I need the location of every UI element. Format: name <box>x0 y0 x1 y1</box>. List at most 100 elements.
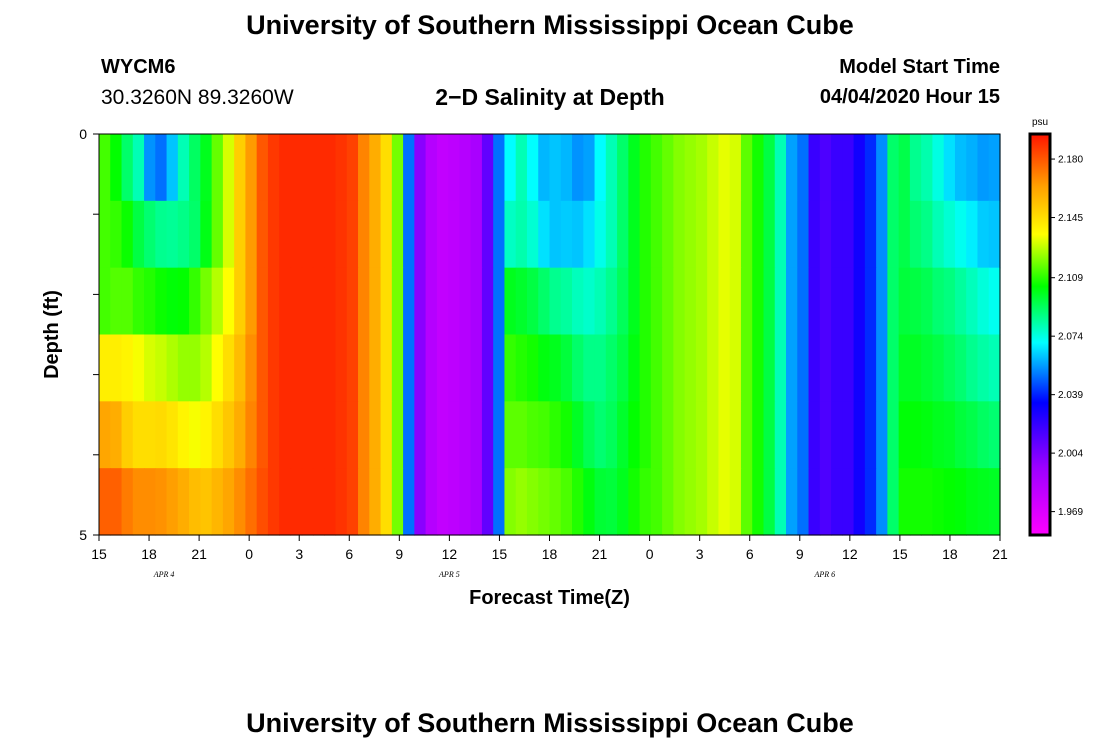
heatmap-cell <box>267 267 280 336</box>
heatmap-cell <box>380 200 393 269</box>
heatmap-cell <box>662 267 674 336</box>
heatmap-cell <box>211 468 224 536</box>
heatmap-cell <box>211 401 224 469</box>
heatmap-cell <box>898 134 911 202</box>
heatmap-cell <box>380 134 393 202</box>
heatmap-cell <box>267 134 280 202</box>
colorbar-unit-label: psu <box>1032 117 1048 128</box>
heatmap-cell <box>189 134 201 202</box>
heatmap-cell <box>234 401 247 469</box>
heatmap-cell <box>549 401 562 469</box>
heatmap-cell <box>797 334 810 402</box>
heatmap-cell <box>222 200 235 269</box>
heatmap-cell <box>729 200 742 269</box>
heatmap-cell <box>301 334 314 402</box>
heatmap-cell <box>211 200 224 269</box>
heatmap-cell <box>876 401 888 469</box>
heatmap-cell <box>966 134 979 202</box>
heatmap-cell <box>369 401 382 469</box>
heatmap-cell <box>538 200 551 269</box>
x-axis-title: Forecast Time(Z) <box>469 587 630 609</box>
date-label: APR 5 <box>438 570 460 579</box>
heatmap-cell <box>515 468 528 536</box>
heatmap-cell <box>639 134 652 202</box>
heatmap-cell <box>729 401 742 469</box>
heatmap-cell <box>853 334 866 402</box>
heatmap-cell <box>921 200 934 269</box>
heatmap-cell <box>639 401 652 469</box>
heatmap-cell <box>526 200 539 269</box>
heatmap-cell <box>99 267 111 336</box>
heatmap-cell <box>358 401 370 469</box>
heatmap-cell <box>684 401 697 469</box>
heatmap-cell <box>560 134 573 202</box>
heatmap-cell <box>144 267 156 336</box>
date-label: APR 4 <box>153 570 175 579</box>
heatmap-cell <box>290 468 303 536</box>
heatmap-cell <box>211 334 224 402</box>
heatmap-cell <box>876 134 888 202</box>
heatmap-cell <box>966 334 979 402</box>
heatmap-cell <box>774 468 787 536</box>
heatmap-cell <box>583 334 596 402</box>
heatmap-cell <box>358 134 370 202</box>
heatmap-cell <box>605 401 618 469</box>
heatmap-cell <box>391 468 404 536</box>
heatmap-cell <box>695 134 708 202</box>
heatmap-cell <box>110 200 123 269</box>
heatmap-cell <box>831 134 843 202</box>
heatmap-cell <box>684 200 697 269</box>
heatmap-cell <box>290 134 303 202</box>
heatmap-cell <box>695 334 708 402</box>
heatmap-cell <box>977 267 990 336</box>
heatmap-cell <box>391 267 404 336</box>
heatmap-cell <box>842 200 855 269</box>
heatmap-cell <box>155 468 168 536</box>
heatmap-cell <box>121 334 134 402</box>
colorbar: psu 1.969 2.004 2.039 2.074 2.109 2.145 2.180 <box>1028 117 1083 537</box>
heatmap-cell <box>256 200 269 269</box>
heatmap-cell <box>943 401 956 469</box>
heatmap-cell <box>459 334 472 402</box>
heatmap-cell <box>718 401 731 469</box>
heatmap-cell <box>864 401 877 469</box>
colorbar-tick-label: 2.180 <box>1058 155 1083 166</box>
heatmap-cell <box>312 134 325 202</box>
heatmap-cell <box>707 200 720 269</box>
heatmap-cell <box>752 334 765 402</box>
heatmap-cell <box>200 468 213 536</box>
heatmap-cell <box>121 468 134 536</box>
heatmap-cell <box>695 468 708 536</box>
heatmap-cell <box>391 401 404 469</box>
heatmap-cell <box>617 468 629 536</box>
heatmap-cell <box>842 334 855 402</box>
heatmap-cell <box>448 468 460 536</box>
heatmap-cell <box>358 468 370 536</box>
heatmap-cell <box>887 200 900 269</box>
heatmap-cell <box>436 401 449 469</box>
heatmap-cell <box>605 200 618 269</box>
heatmap-cell <box>831 267 843 336</box>
heatmap-cell <box>121 200 134 269</box>
heatmap-cell <box>887 334 900 402</box>
heatmap-cell <box>808 468 821 536</box>
heatmap-cell <box>831 200 843 269</box>
heatmap-cell <box>448 267 460 336</box>
heatmap-cell <box>887 468 900 536</box>
heatmap-cell <box>110 334 123 402</box>
heatmap-cell <box>774 134 787 202</box>
heatmap-cell <box>662 334 674 402</box>
heatmap-cell <box>977 134 990 202</box>
heatmap-cell <box>335 468 348 536</box>
heatmap-cell <box>144 200 156 269</box>
heatmap-cell <box>234 134 247 202</box>
heatmap-cell <box>695 267 708 336</box>
heatmap-cell <box>391 200 404 269</box>
heatmap-cell <box>234 334 247 402</box>
x-tick-label: 15 <box>892 546 908 562</box>
x-tick-label: 21 <box>992 546 1008 562</box>
heatmap-cell <box>526 134 539 202</box>
heatmap-cell <box>144 134 156 202</box>
heatmap-cell <box>470 468 483 536</box>
